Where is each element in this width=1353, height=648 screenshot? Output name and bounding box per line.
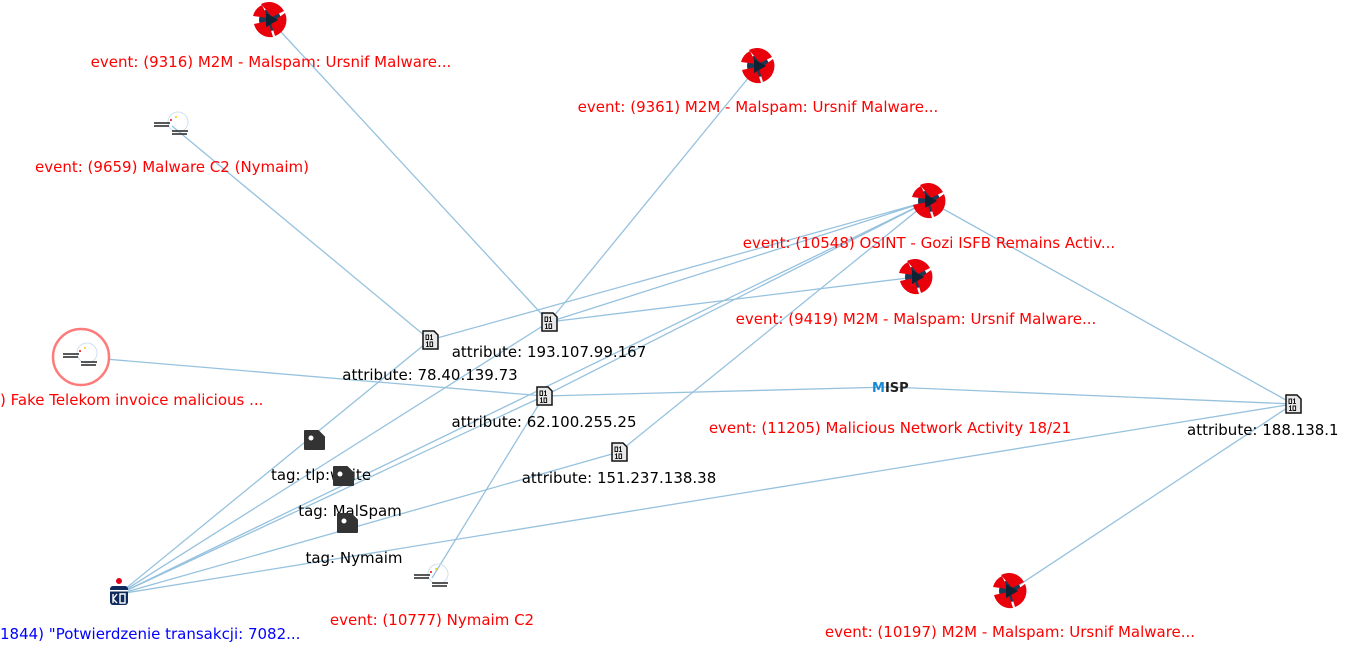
edge-epko-a193[interactable] (118, 321, 550, 595)
edge-a62-e10777[interactable] (431, 395, 545, 579)
node-label: event: (9419) M2M - Malspam: Ursnif Malw… (736, 310, 1097, 328)
node-e9659[interactable]: event: (9659) Malware C2 (Nymaim) (35, 111, 309, 176)
node-tmal[interactable]: tag: MalSpam (298, 466, 402, 520)
node-label: attribute: 188.138.1 (1187, 421, 1339, 439)
edge-e10548-a78[interactable] (429, 200, 930, 341)
edge-a188-e10197[interactable] (1009, 403, 1294, 592)
edge-e9659-a78[interactable] (171, 125, 431, 341)
tag-icon (304, 430, 325, 450)
node-label: event: (11205) Malicious Network Activit… (709, 419, 1071, 437)
node-a188[interactable]: attribute: 188.138.1 (1187, 394, 1339, 439)
pko-bank-logo-icon (110, 578, 128, 605)
nodes: event: (9316) M2M - Malspam: Ursnif Malw… (0, 2, 1339, 643)
edge-e11205-a188[interactable] (889, 386, 1294, 405)
node-label: event: (9316) M2M - Malspam: Ursnif Malw… (91, 53, 452, 71)
edge-e9361-a193[interactable] (548, 65, 759, 323)
svg-text:MISP: MISP (872, 381, 909, 396)
node-label: event: (9361) M2M - Malspam: Ursnif Malw… (578, 98, 939, 116)
node-etelekom[interactable]: ) Fake Telekom invoice malicious ... (0, 327, 263, 409)
edge-a151-e10548[interactable] (618, 200, 930, 453)
node-a193[interactable]: attribute: 193.107.99.167 (452, 312, 647, 361)
edge-epko-e10548[interactable] (118, 200, 930, 595)
node-e9316[interactable]: event: (9316) M2M - Malspam: Ursnif Malw… (91, 2, 452, 71)
edges (80, 19, 1294, 595)
node-a78[interactable]: attribute: 78.40.139.73 (342, 330, 518, 384)
node-e10777[interactable]: event: (10777) Nymaim C2 (330, 563, 534, 629)
node-label: attribute: 193.107.99.167 (452, 343, 647, 361)
node-e9361[interactable]: event: (9361) M2M - Malspam: Ursnif Malw… (578, 48, 939, 116)
node-label: event: (9659) Malware C2 (Nymaim) (35, 158, 309, 176)
node-e10548[interactable]: event: (10548) OSINT - Gozi ISFB Remains… (743, 183, 1115, 252)
node-a62[interactable]: attribute: 62.100.255.25 (452, 386, 637, 431)
node-label: 1844) "Potwierdzenie transakcji: 7082... (0, 625, 300, 643)
node-label: attribute: 78.40.139.73 (342, 366, 517, 384)
edge-e9419-a193[interactable] (548, 276, 917, 323)
red-shield-icon (253, 2, 287, 38)
binary-file-icon (536, 386, 553, 406)
node-label: event: (10548) OSINT - Gozi ISFB Remains… (743, 234, 1115, 252)
node-label: ) Fake Telekom invoice malicious ... (0, 391, 263, 409)
misp-logo-icon: MISP (872, 381, 909, 396)
edge-epko-a188[interactable] (118, 403, 1294, 595)
cert-bund-logo-icon (63, 342, 98, 366)
node-label: tag: MalSpam (298, 502, 402, 520)
edge-epko-a62[interactable] (118, 395, 545, 595)
node-label: tag: tlp:white (271, 466, 371, 484)
red-shield-icon (899, 259, 933, 295)
binary-file-icon (541, 312, 558, 332)
selection-ring (51, 327, 111, 387)
node-e11205[interactable]: MISP event: (11205) Malicious Network Act… (709, 381, 1071, 437)
node-label: attribute: 151.237.138.38 (522, 469, 717, 487)
cert-bund-logo-icon (414, 563, 449, 587)
node-label: event: (10197) M2M - Malspam: Ursnif Mal… (825, 623, 1195, 641)
edge-epko-a78[interactable] (118, 339, 431, 595)
node-label: event: (10777) Nymaim C2 (330, 611, 534, 629)
red-shield-icon (912, 183, 946, 219)
edge-a62-e11205[interactable] (543, 386, 891, 397)
red-shield-icon (741, 48, 775, 84)
node-tnym[interactable]: tag: Nymaim (305, 513, 403, 567)
edge-epko-a151[interactable] (118, 451, 620, 595)
node-a151[interactable]: attribute: 151.237.138.38 (522, 442, 717, 487)
edge-e9316-a193[interactable] (269, 19, 550, 323)
node-e10197[interactable]: event: (10197) M2M - Malspam: Ursnif Mal… (825, 573, 1195, 641)
node-e9419[interactable]: event: (9419) M2M - Malspam: Ursnif Malw… (736, 259, 1097, 328)
cert-bund-logo-icon (154, 111, 189, 135)
red-shield-icon (993, 573, 1027, 609)
binary-file-icon (611, 442, 628, 462)
node-label: attribute: 62.100.255.25 (452, 413, 637, 431)
node-epko[interactable]: 1844) "Potwierdzenie transakcji: 7082... (0, 578, 300, 643)
edge-e10548-a193[interactable] (548, 200, 930, 323)
node-label: tag: Nymaim (305, 549, 402, 567)
binary-file-icon (1285, 394, 1302, 414)
edge-etelekom-a62[interactable] (80, 356, 545, 397)
tag-icon (337, 513, 358, 533)
tag-icon (333, 466, 354, 486)
binary-file-icon (422, 330, 439, 350)
edge-e10548-a188[interactable] (928, 200, 1294, 405)
